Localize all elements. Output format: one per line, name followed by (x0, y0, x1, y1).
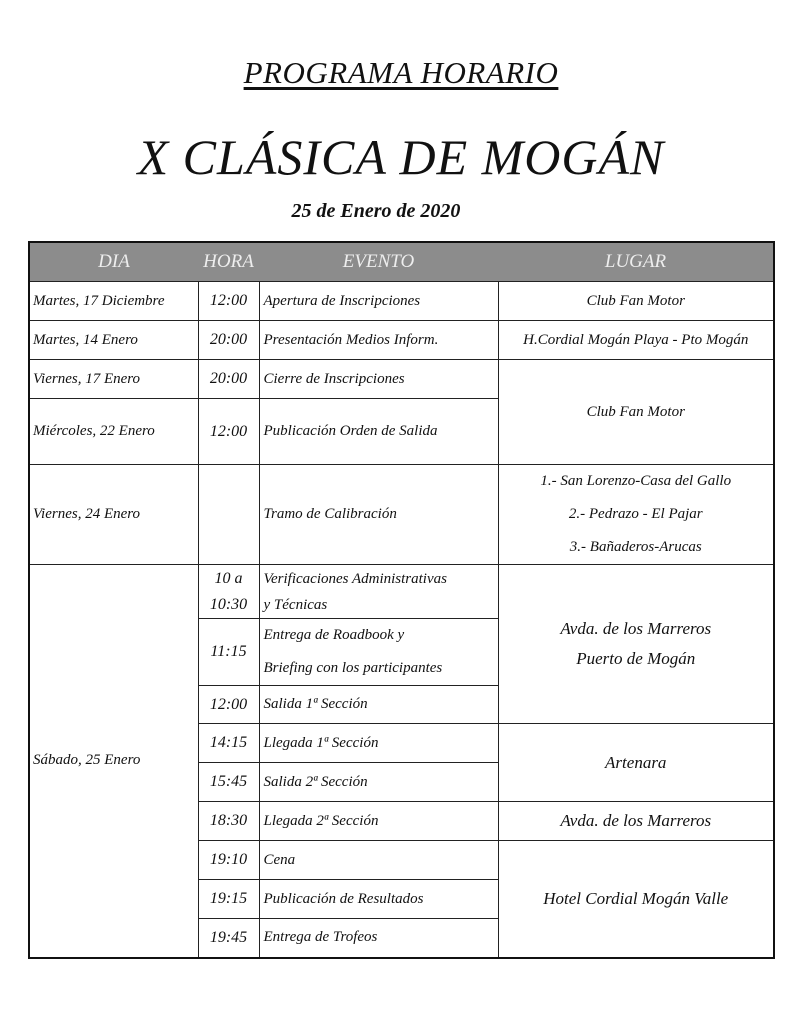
table-row: 19:10 Cena Hotel Cordial Mogán Valle (29, 840, 775, 958)
cell-hora: 12:00 (197, 281, 260, 321)
cell-lugar: Artenara (497, 723, 775, 802)
evento-line: y Técnicas (263, 596, 328, 613)
document-title: X CLÁSICA DE MOGÁN (137, 129, 665, 185)
cell-evento: Publicación de Resultados (258, 879, 499, 919)
table-row: 19:45 Entrega de Trofeos (29, 918, 774, 958)
cell-evento: Salida 2ª Sección (258, 762, 499, 802)
table-row: Martes, 17 Diciembre 12:00 Apertura de I… (28, 281, 775, 321)
hora-line: 10:30 (209, 595, 248, 613)
cell-lugar: 1.- San Lorenzo-Casa del Gallo 2.- Pedra… (497, 464, 775, 565)
table-row: Martes, 14 Enero 20:00 Presentación Medi… (28, 320, 775, 360)
column-header-dia: DIA (29, 242, 198, 282)
column-header-hora: HORA (198, 242, 259, 282)
cell-evento: Presentación Medios Inform. (258, 320, 499, 360)
cell-evento: Apertura de Inscripciones (258, 281, 499, 321)
table-row: 11:15 Entrega de Roadbook y Briefing con… (29, 618, 774, 686)
cell-lugar: Club Fan Motor (497, 359, 775, 465)
cell-lugar: H.Cordial Mogán Playa - Pto Mogán (497, 320, 775, 360)
table-row: Miércoles, 22 Enero 12:00 Publicación Or… (28, 398, 774, 465)
table-row: 15:45 Salida 2ª Sección (29, 762, 774, 802)
evento-line: Entrega de Roadbook y (263, 627, 405, 643)
cell-dia: Viernes, 17 Enero (28, 359, 199, 399)
event-date: 25 de Enero de 2020 (291, 200, 461, 222)
cell-hora: 20:00 (197, 359, 260, 399)
cell-hora: 10 a 10:30 (197, 564, 260, 619)
cell-evento: Cierre de Inscripciones (258, 359, 499, 399)
cell-hora: 19:15 (197, 879, 260, 919)
cell-evento: Llegada 1ª Sección (258, 723, 499, 763)
cell-lugar: Avda. de los Marreros Puerto de Mogán (497, 564, 775, 724)
cell-hora: 14:15 (197, 723, 260, 763)
cell-dia: Viernes, 24 Enero (28, 464, 199, 565)
cell-evento: Cena (258, 840, 499, 880)
lugar-line: Avda. de los Marreros (560, 619, 712, 638)
cell-evento: Publicación Orden de Salida (258, 398, 499, 465)
cell-lugar: Club Fan Motor (497, 281, 775, 321)
route-2: 2.- Pedrazo - El Pajar (568, 506, 703, 522)
cell-dia: Miércoles, 22 Enero (28, 398, 199, 465)
table-row: 19:15 Publicación de Resultados (29, 879, 774, 919)
table-row: Viernes, 17 Enero 20:00 Cierre de Inscri… (28, 359, 775, 465)
cell-lugar: Avda. de los Marreros (497, 801, 775, 841)
route-3: 3.- Bañaderos-Arucas (569, 539, 702, 555)
cell-dia: Martes, 17 Diciembre (28, 281, 199, 321)
cell-dia: Sábado, 25 Enero (28, 564, 199, 958)
schedule-table: DIA HORA EVENTO LUGAR Martes, 17 Diciemb… (28, 241, 775, 959)
cell-evento: Tramo de Calibración (258, 464, 499, 565)
cell-lugar: Hotel Cordial Mogán Valle (497, 840, 775, 958)
cell-hora: 12:00 (197, 398, 260, 465)
lugar-line: Puerto de Mogán (576, 649, 696, 668)
column-header-evento: EVENTO (259, 242, 498, 282)
cell-hora: 12:00 (197, 685, 260, 724)
cell-hora: 18:30 (197, 801, 260, 841)
cell-evento: Entrega de Roadbook y Briefing con los p… (258, 618, 499, 686)
cell-evento: Salida 1ª Sección (258, 685, 499, 724)
evento-line: Briefing con los participantes (263, 660, 443, 676)
cell-hora: 19:45 (197, 918, 260, 958)
table-header-row: DIA HORA EVENTO LUGAR (29, 242, 774, 282)
document-pretitle: PROGRAMA HORARIO (243, 55, 559, 90)
column-header-lugar: LUGAR (498, 242, 774, 282)
cell-hora: 20:00 (197, 320, 260, 360)
cell-hora: 15:45 (197, 762, 260, 802)
hora-line: 10 a (214, 569, 243, 587)
table-row: Sábado, 25 Enero 10 a 10:30 Verificacion… (28, 564, 775, 958)
table-row: Viernes, 24 Enero Tramo de Calibración 1… (28, 464, 775, 565)
route-1: 1.- San Lorenzo-Casa del Gallo (540, 473, 732, 489)
cell-hora: 19:10 (197, 840, 260, 880)
evento-line: Verificaciones Administrativas (263, 570, 447, 587)
cell-hora: 11:15 (197, 618, 260, 686)
cell-evento: Llegada 2ª Sección (258, 801, 499, 841)
cell-evento: Verificaciones Administrativas y Técnica… (258, 564, 499, 619)
cell-hora (197, 464, 260, 565)
cell-dia: Martes, 14 Enero (28, 320, 199, 360)
cell-evento: Entrega de Trofeos (258, 918, 499, 958)
table-row: 12:00 Salida 1ª Sección (29, 685, 774, 724)
